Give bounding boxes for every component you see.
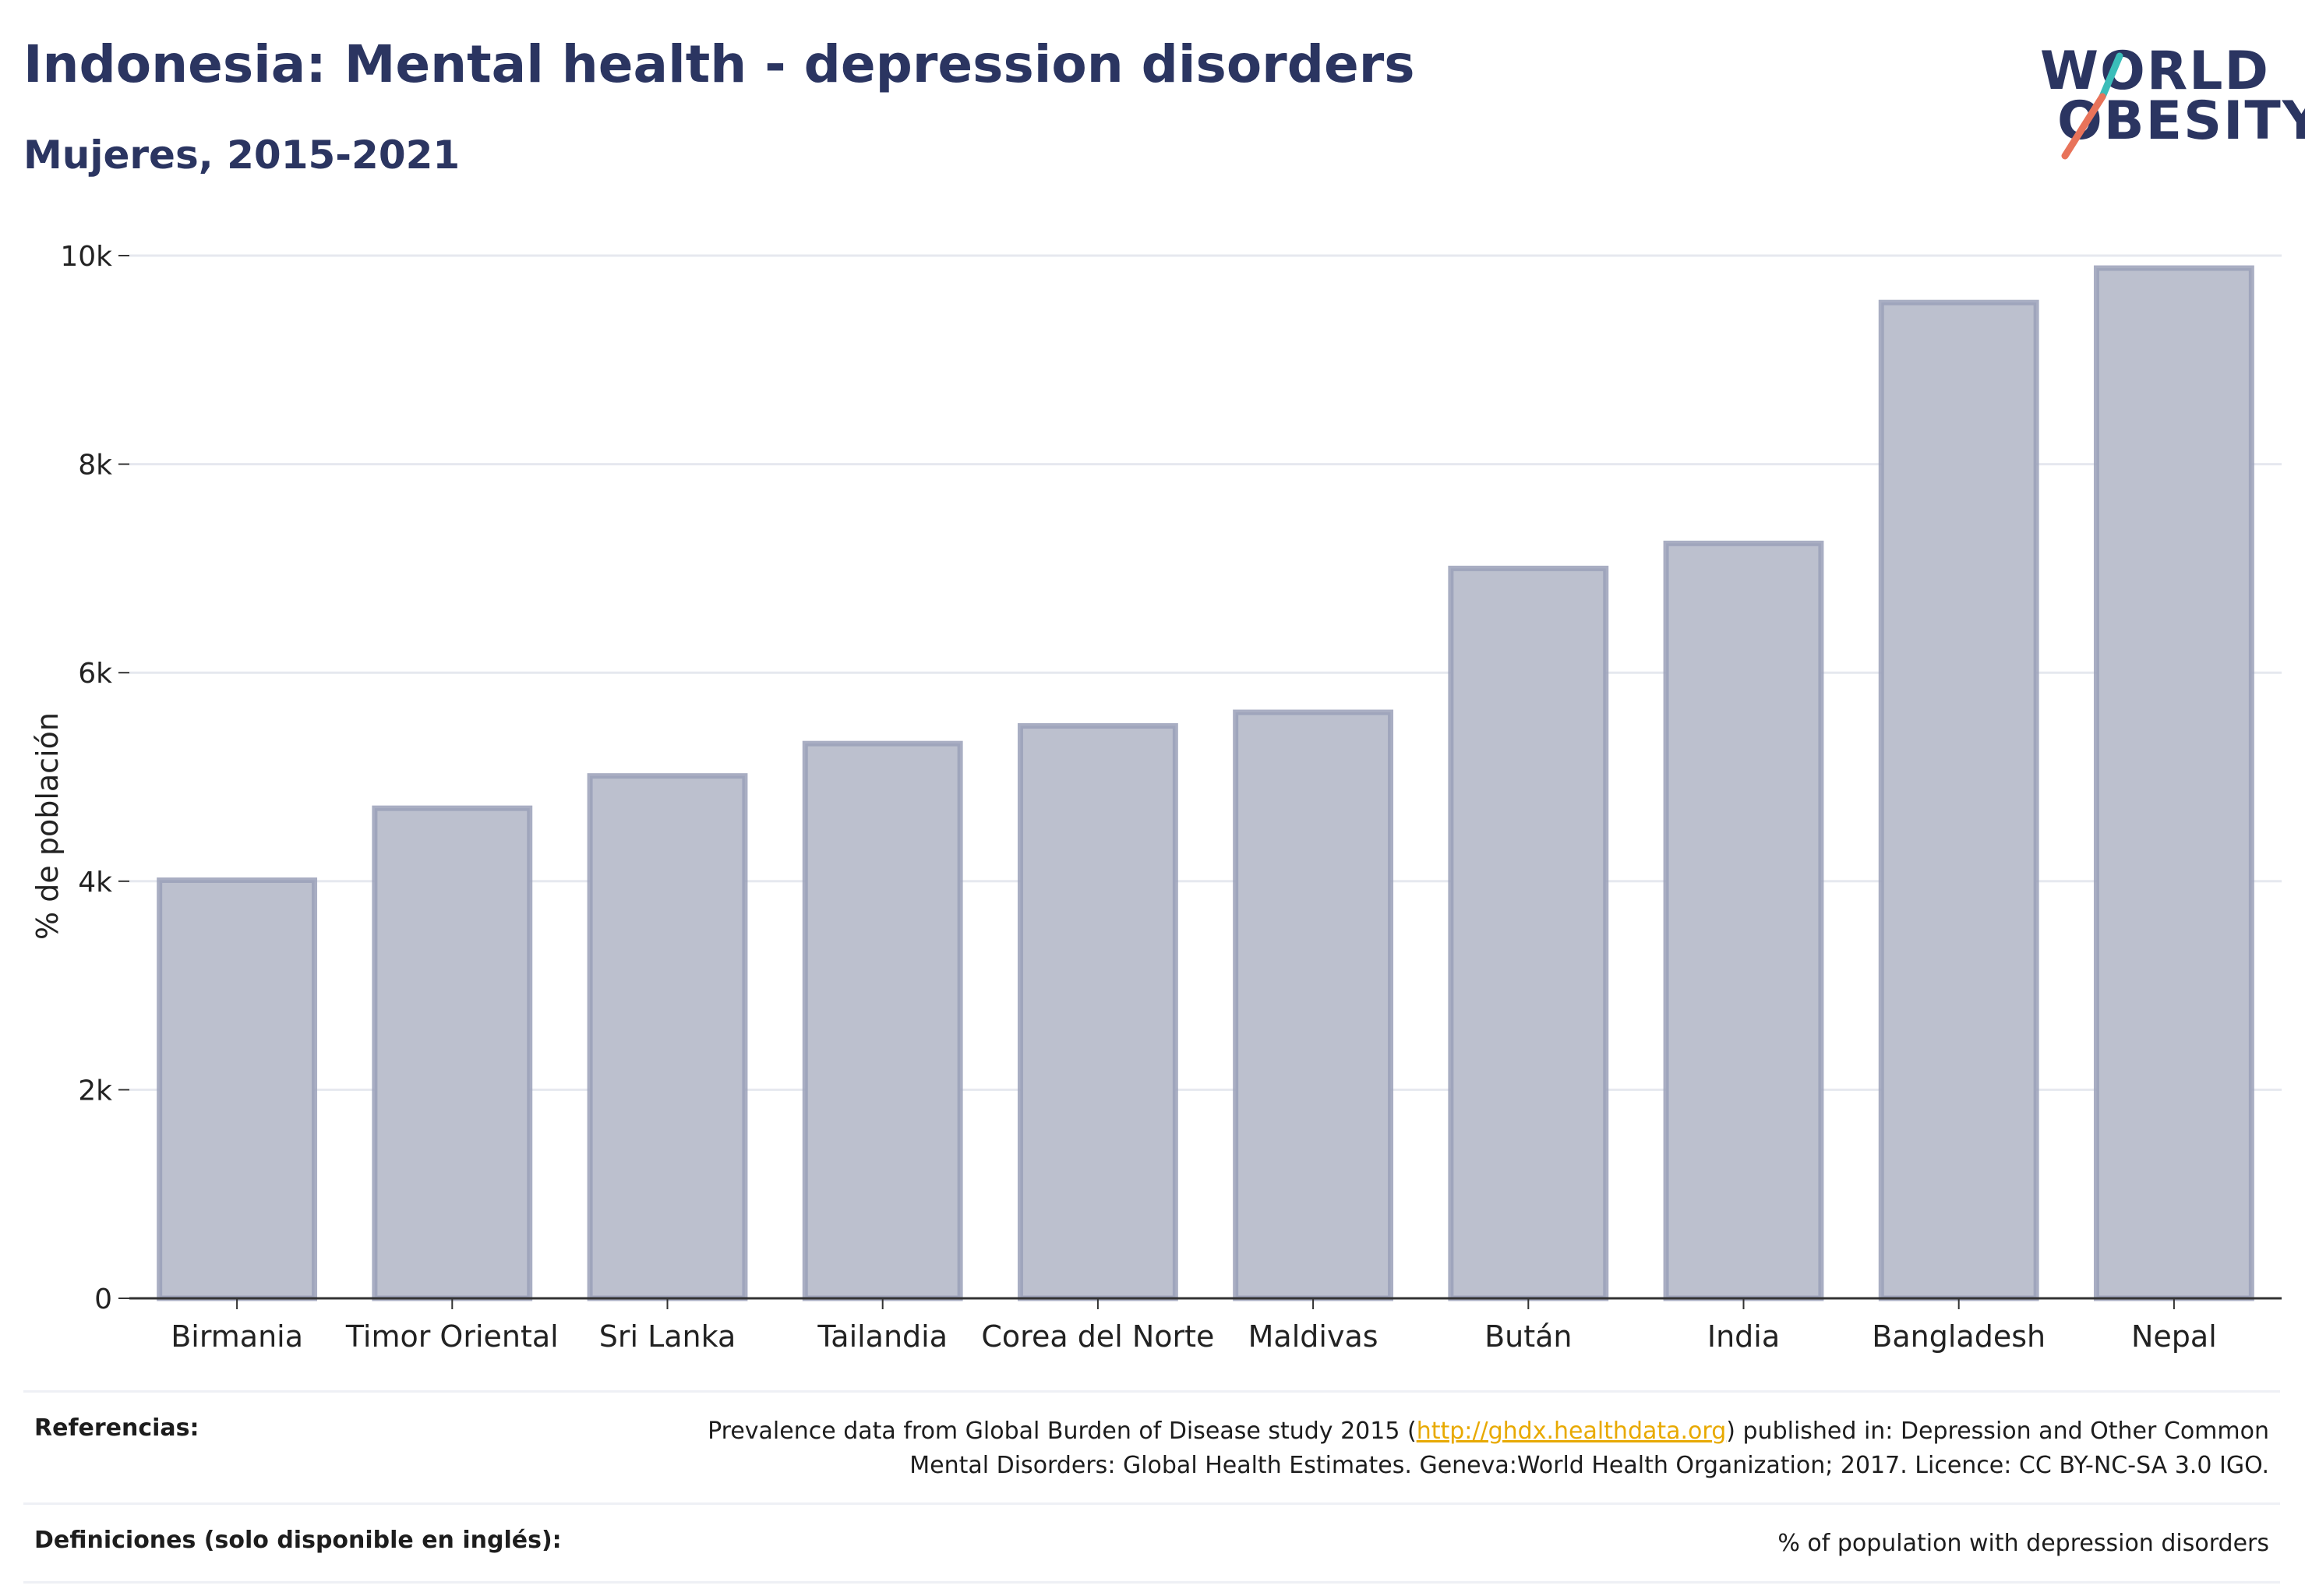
chart-title: Indonesia: Mental health - depression di… [23,34,1415,94]
y-tick-label: 8k [78,450,112,482]
y-axis-title: % de población [30,712,65,940]
references-row: Referencias: Prevalence data from Global… [23,1393,2280,1502]
bar [1663,540,1824,1301]
references-link[interactable]: http://ghdx.healthdata.org [1416,1418,1727,1445]
x-tick-label: Bangladesh [1872,1319,2046,1354]
logo-word-world: WORLD [2040,41,2270,102]
bars [157,265,2254,1301]
references-text: Prevalence data from Global Burden of Di… [633,1414,2269,1482]
bar [372,805,533,1301]
references-text-post: ) published in: Depression and Other Com… [909,1418,2269,1479]
x-tick-label: India [1707,1319,1780,1354]
y-tick-label: 4k [78,867,112,899]
world-obesity-logo: WORLD OBESITY [2026,23,2305,171]
x-tick-label: Birmania [171,1319,303,1354]
x-tick-label: Maldivas [1248,1319,1378,1354]
bar [1448,565,1609,1301]
y-tick-label: 6k [78,658,112,690]
logo-slash-icon [2061,52,2123,160]
footer-divider [23,1390,2280,1393]
y-tick-label: 2k [78,1075,112,1107]
bar [1878,299,2039,1301]
bar [1233,709,1394,1301]
bar [1017,722,1178,1301]
x-tick-label: Sri Lanka [599,1319,736,1354]
bar [587,773,748,1301]
x-tick-label: Tailandia [817,1319,948,1354]
bar-chart: 0 2k 4k 6k 8k 10k Birmania Timor Oriental Sri La… [30,241,2282,1354]
chart-subtitle: Mujeres, 2015-2021 [23,132,461,178]
definitions-row: Definiciones (solo disponible en inglés)… [23,1505,2280,1581]
footer-divider [23,1502,2280,1505]
bar [157,877,318,1301]
x-tick-label: Nepal [2131,1319,2217,1354]
x-tick-label: Timor Oriental [345,1319,559,1354]
definitions-text: % of population with depression disorder… [1777,1530,2269,1557]
y-tick-label: 10k [60,241,112,273]
x-tick-label: Corea del Norte [981,1319,1214,1354]
references-label: Referencias: [34,1414,199,1442]
bar [802,740,963,1301]
footer-divider [23,1580,2280,1584]
bar [2093,265,2254,1301]
references-text-pre: Prevalence data from Global Burden of Di… [708,1418,1417,1445]
axes: 0 2k 4k 6k 8k 10k Birmania Timor Oriental Sri La… [60,241,2282,1354]
definitions-label: Definiciones (solo disponible en inglés)… [34,1527,562,1554]
footer: Referencias: Prevalence data from Global… [23,1390,2280,1584]
y-tick-label: 0 [94,1284,112,1315]
x-tick-label: Bután [1484,1319,1572,1354]
